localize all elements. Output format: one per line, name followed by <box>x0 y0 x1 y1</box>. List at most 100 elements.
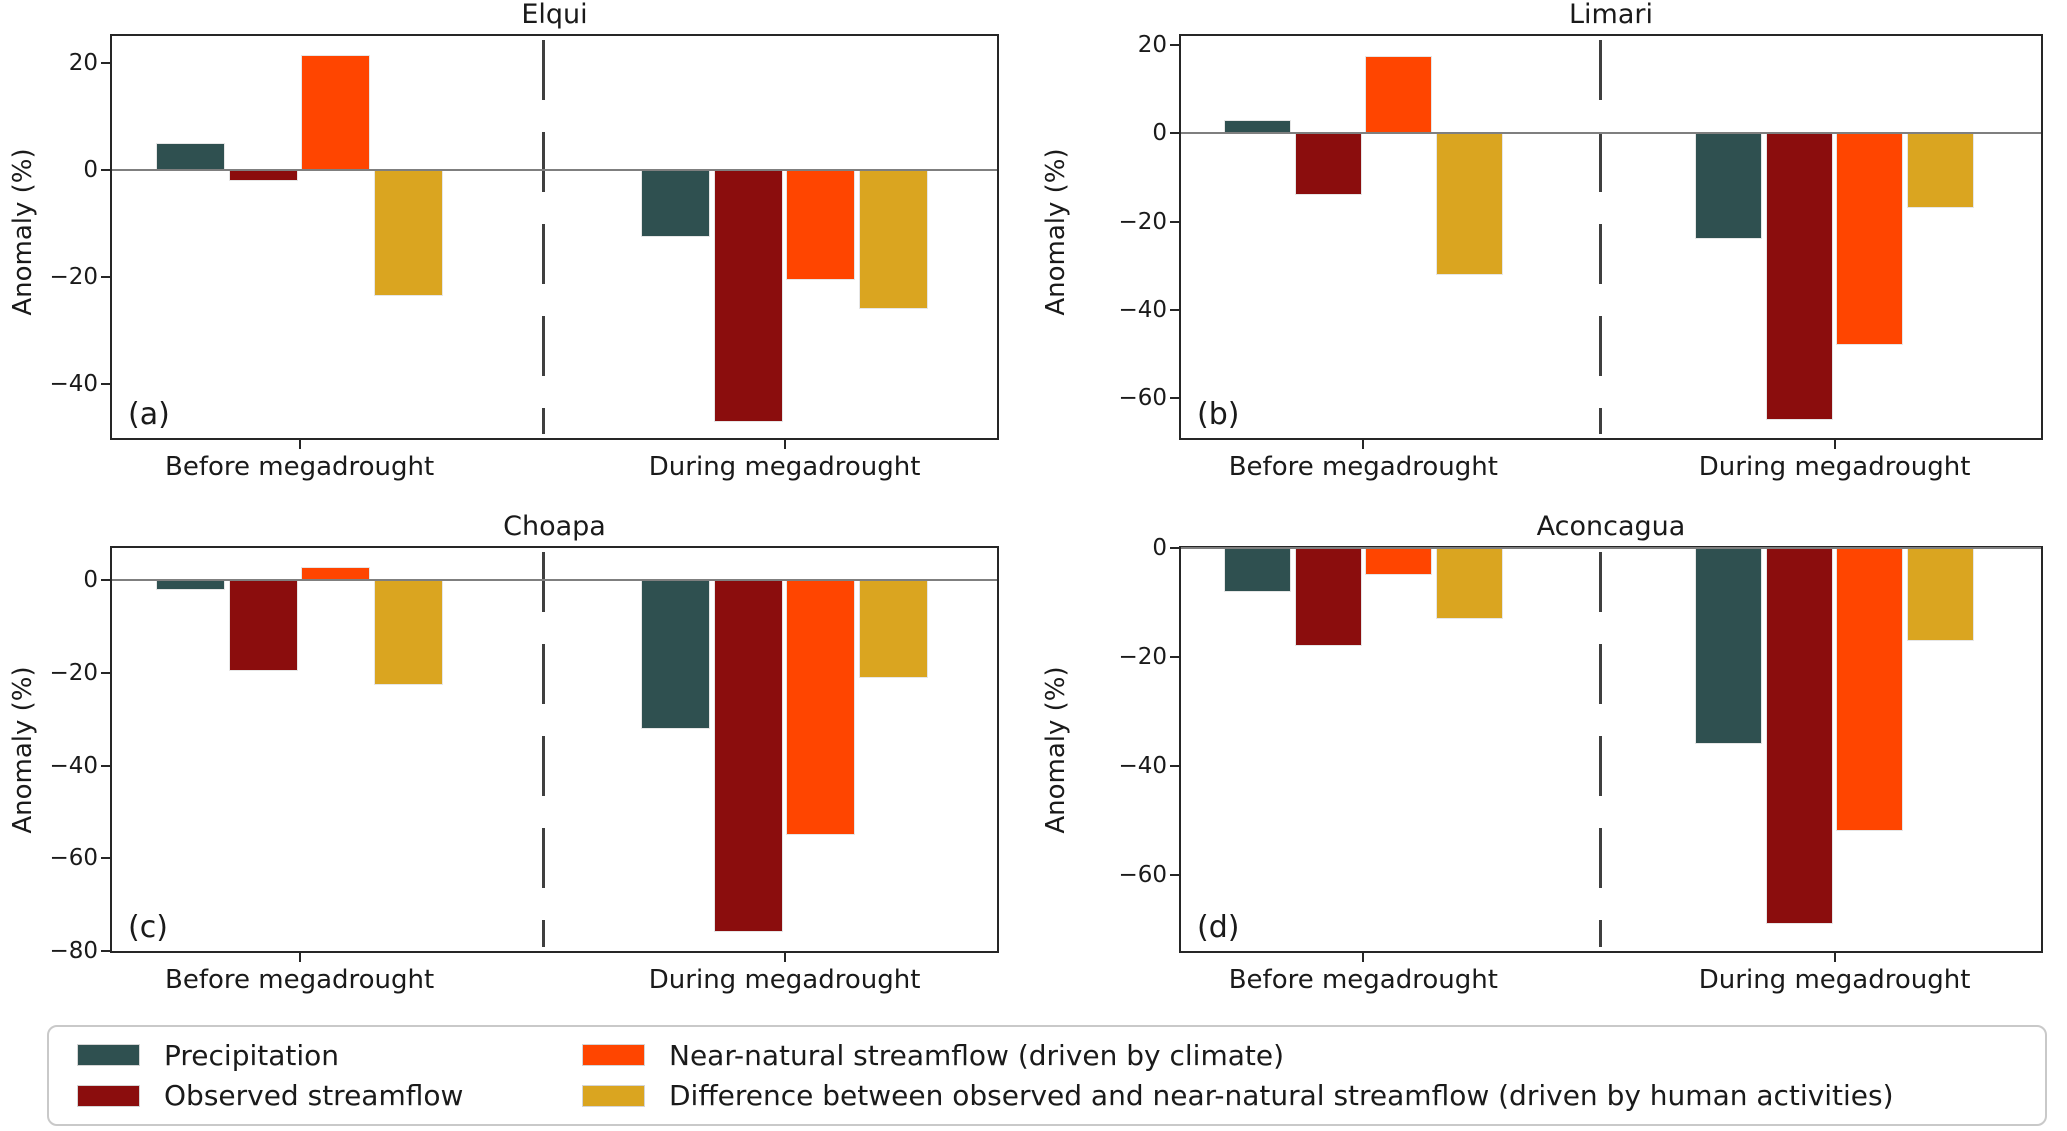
y-tick-mark <box>101 857 110 860</box>
plot-area-elqui: Elqui (a) Before megadrought During mega… <box>49 0 999 482</box>
bar-near-natural-streamflow-driven-by-climat-during-megadrought <box>1836 548 1904 832</box>
difference-swatch-icon <box>582 1084 645 1107</box>
bar-observed-streamflow-during-megadrought <box>1765 548 1833 924</box>
y-axis-label: Anomaly (%) <box>1041 666 1071 834</box>
y-tick-mark <box>101 168 110 171</box>
y-tick-label: 0 <box>1152 120 1167 147</box>
y-tick-label: −40 <box>1118 296 1167 323</box>
bar-near-natural-streamflow-driven-by-climat-before-megadrought <box>1365 548 1433 576</box>
bar-observed-streamflow-during-megadrought <box>713 169 783 422</box>
bar-near-natural-streamflow-driven-by-climat-during-megadrought <box>786 169 856 280</box>
bar-precipitation-before-megadrought <box>1224 119 1292 134</box>
x-tick-mark <box>298 440 301 449</box>
legend-item-precipitation: Precipitation <box>77 1039 582 1072</box>
x-tick-mark <box>1833 953 1836 962</box>
x-tick-mark <box>1362 440 1365 449</box>
bar-difference-between-observed-and-near-nat-during-megadrought <box>858 169 928 310</box>
legend-label: Near-natural streamflow (driven by clima… <box>669 1038 1285 1072</box>
y-tick-label: −20 <box>49 660 98 687</box>
subplot-title: Choapa <box>503 511 606 543</box>
bar-precipitation-during-megadrought <box>1695 548 1763 745</box>
y-axis-label: Anomaly (%) <box>8 666 38 834</box>
y-tick-mark <box>1170 397 1179 400</box>
y-axis-label: Anomaly (%) <box>1041 148 1071 316</box>
period-divider-dashed-line <box>542 40 546 434</box>
subplot-choapa: Anomaly (%) Choapa (c) Before megadrough… <box>0 484 1033 1005</box>
x-tick-label: During megadrought <box>648 965 921 995</box>
y-tick-mark <box>1170 655 1179 658</box>
bar-observed-streamflow-before-megadrought <box>1294 133 1362 196</box>
x-tick-label: Before megadrought <box>1228 452 1498 482</box>
bar-observed-streamflow-during-megadrought <box>713 580 783 933</box>
precipitation-swatch-icon <box>77 1044 140 1067</box>
x-tick-label: During megadrought <box>648 452 921 482</box>
y-tick-label: −20 <box>1118 208 1167 235</box>
y-tick-mark <box>101 579 110 582</box>
legend-label: Difference between observed and near-nat… <box>669 1079 1894 1113</box>
x-tick-mark <box>783 440 786 449</box>
y-tick-label: −20 <box>49 264 98 291</box>
y-tick-label: 0 <box>83 156 98 183</box>
legend-item-observed-streamflow: Observed streamflow <box>77 1079 582 1112</box>
y-tick-label: −60 <box>1118 861 1167 888</box>
period-divider-dashed-line <box>1598 40 1602 434</box>
bar-precipitation-before-megadrought <box>156 143 226 170</box>
bar-near-natural-streamflow-driven-by-climat-before-megadrought <box>1365 55 1433 134</box>
y-tick-mark <box>1170 547 1179 549</box>
bar-near-natural-streamflow-driven-by-climat-before-megadrought <box>301 54 371 170</box>
observed-streamflow-swatch-icon <box>77 1084 140 1107</box>
bar-observed-streamflow-before-megadrought <box>228 169 298 181</box>
bar-observed-streamflow-before-megadrought <box>228 580 298 671</box>
x-tick-label: Before megadrought <box>165 965 435 995</box>
legend-item-near-natural-streamflow: Near-natural streamflow (driven by clima… <box>582 1039 2025 1072</box>
y-axis-label: Anomaly (%) <box>8 148 38 316</box>
bar-difference-between-observed-and-near-nat-before-megadrought <box>373 169 443 296</box>
y-tick-mark <box>101 383 110 386</box>
x-tick-label: During megadrought <box>1698 965 1971 995</box>
x-tick-label: Before megadrought <box>1228 965 1498 995</box>
zero-reference-line <box>1181 132 2041 135</box>
zero-reference-line <box>1181 547 2041 549</box>
panel-label: (a) <box>128 397 170 432</box>
y-tick-mark <box>1170 220 1179 223</box>
bar-precipitation-before-megadrought <box>156 580 226 590</box>
bar-difference-between-observed-and-near-nat-before-megadrought <box>1435 548 1503 619</box>
y-tick-mark <box>101 61 110 64</box>
plot-area-limari: Limari (b) Before megadrought During meg… <box>1118 0 2043 482</box>
y-tick-mark <box>1170 764 1179 767</box>
zero-reference-line <box>112 168 997 171</box>
y-tick-mark <box>1170 873 1179 876</box>
bar-precipitation-during-megadrought <box>1695 133 1763 240</box>
y-tick-label: 0 <box>1152 535 1167 561</box>
y-tick-label: −60 <box>49 845 98 872</box>
x-tick-label: Before megadrought <box>165 452 435 482</box>
zero-reference-line <box>112 579 997 582</box>
period-divider-dashed-line <box>1598 552 1602 947</box>
y-tick-mark <box>101 672 110 675</box>
y-tick-label: −40 <box>49 752 98 779</box>
y-tick-mark <box>1170 308 1179 311</box>
bar-difference-between-observed-and-near-nat-during-megadrought <box>858 580 928 678</box>
near-natural-streamflow-swatch-icon <box>582 1044 645 1067</box>
bar-observed-streamflow-during-megadrought <box>1765 133 1833 421</box>
panel-label: (c) <box>128 910 168 945</box>
y-tick-mark <box>1170 132 1179 135</box>
x-tick-mark <box>1833 440 1836 449</box>
y-tick-label: 20 <box>1137 31 1167 58</box>
y-tick-label: −60 <box>1118 385 1167 412</box>
y-tick-mark <box>101 276 110 279</box>
bar-difference-between-observed-and-near-nat-during-megadrought <box>1906 133 1974 209</box>
legend: Precipitation Observed streamflow Near-n… <box>47 1025 2047 1126</box>
legend-label: Observed streamflow <box>164 1079 464 1113</box>
subplot-limari: Anomaly (%) Limari (b) Before megadrough… <box>1033 0 2067 484</box>
y-tick-label: −20 <box>1118 643 1167 670</box>
y-tick-mark <box>101 950 110 952</box>
x-tick-mark <box>298 953 301 962</box>
y-tick-mark <box>101 764 110 767</box>
plot-area-choapa: Choapa (c) Before megadrought During meg… <box>49 512 999 995</box>
bar-near-natural-streamflow-driven-by-climat-before-megadrought <box>301 566 371 581</box>
x-tick-mark <box>783 953 786 962</box>
bar-precipitation-before-megadrought <box>1224 548 1292 592</box>
y-tick-label: 20 <box>68 49 98 76</box>
